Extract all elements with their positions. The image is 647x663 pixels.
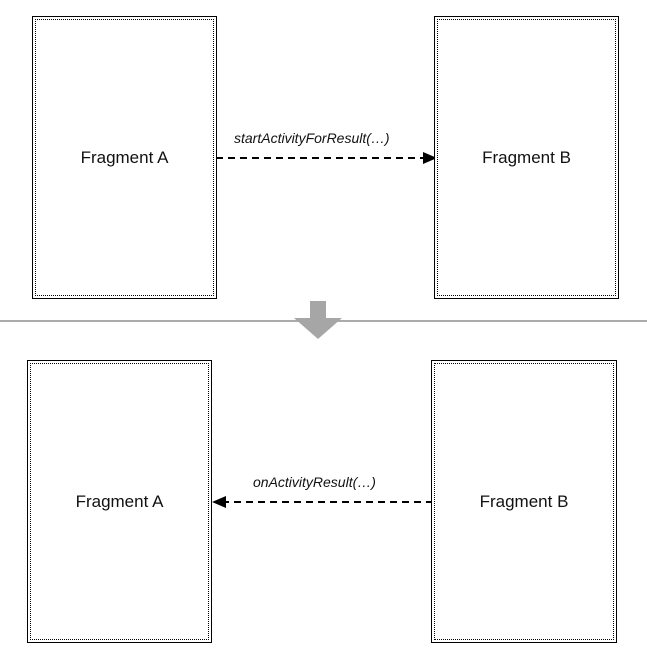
on-activity-result-label: onActivityResult(…): [253, 474, 376, 490]
fragment-a-box-top: Fragment A: [32, 16, 217, 299]
fragment-a-label-top: Fragment A: [80, 147, 169, 167]
call-arrow-top: [216, 152, 437, 164]
down-arrow-icon: [294, 301, 342, 339]
arrowhead-left-icon: [212, 496, 226, 508]
fragment-b-label-bottom: Fragment B: [479, 491, 569, 511]
fragment-a-label-bottom: Fragment A: [75, 491, 164, 511]
start-activity-for-result-label: startActivityForResult(…): [234, 130, 390, 146]
arrowhead-right-icon: [423, 152, 437, 164]
fragment-a-box-bottom: Fragment A: [27, 360, 212, 643]
fragment-b-box-bottom: Fragment B: [431, 360, 617, 643]
fragment-b-label-top: Fragment B: [482, 147, 571, 167]
fragment-b-box-top: Fragment B: [434, 16, 619, 299]
call-arrow-bottom: [212, 496, 433, 508]
